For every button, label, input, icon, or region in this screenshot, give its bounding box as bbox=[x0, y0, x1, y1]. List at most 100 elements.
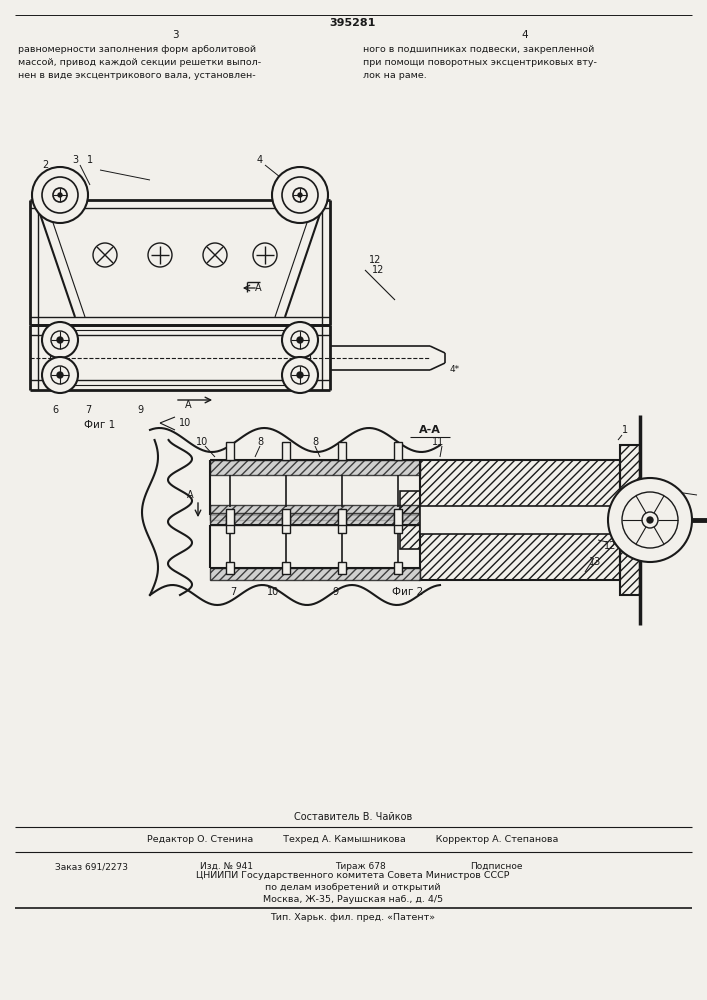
Text: 4*: 4* bbox=[450, 365, 460, 374]
Bar bbox=[420, 506, 620, 534]
Bar bbox=[420, 528, 620, 580]
Text: 7: 7 bbox=[230, 587, 236, 597]
Circle shape bbox=[51, 366, 69, 384]
Text: нен в виде эксцентрикового вала, установлен-: нен в виде эксцентрикового вала, установ… bbox=[18, 71, 256, 80]
Circle shape bbox=[272, 167, 328, 223]
Text: Москва, Ж-35, Раушская наб., д. 4/5: Москва, Ж-35, Раушская наб., д. 4/5 bbox=[263, 894, 443, 904]
Text: Фиг 1: Фиг 1 bbox=[84, 420, 116, 430]
Bar bbox=[338, 509, 346, 525]
Circle shape bbox=[42, 357, 78, 393]
Text: 10: 10 bbox=[196, 437, 208, 447]
Text: 1: 1 bbox=[87, 155, 93, 165]
Bar bbox=[394, 442, 402, 460]
Bar bbox=[210, 568, 420, 580]
Bar bbox=[400, 491, 420, 549]
Text: лок на раме.: лок на раме. bbox=[363, 71, 427, 80]
Text: 10: 10 bbox=[179, 418, 191, 428]
Text: 10: 10 bbox=[267, 587, 279, 597]
Text: 9: 9 bbox=[332, 587, 338, 597]
Bar bbox=[394, 509, 402, 525]
Bar bbox=[282, 509, 290, 525]
Bar bbox=[420, 460, 620, 512]
Circle shape bbox=[203, 243, 227, 267]
Bar bbox=[226, 515, 234, 533]
Circle shape bbox=[32, 167, 88, 223]
Circle shape bbox=[51, 331, 69, 349]
Circle shape bbox=[297, 337, 303, 343]
Text: 4: 4 bbox=[257, 155, 263, 165]
Text: по делам изобретений и открытий: по делам изобретений и открытий bbox=[265, 882, 440, 892]
Text: Заказ 691/2273: Заказ 691/2273 bbox=[55, 862, 128, 871]
Bar bbox=[394, 515, 402, 533]
Circle shape bbox=[253, 243, 277, 267]
Circle shape bbox=[42, 177, 78, 213]
Text: Редактор О. Стенина          Техред А. Камышникова          Корректор А. Степано: Редактор О. Стенина Техред А. Камышников… bbox=[147, 836, 559, 844]
Circle shape bbox=[148, 243, 172, 267]
Text: Составитель В. Чайков: Составитель В. Чайков bbox=[294, 812, 412, 822]
Text: 1: 1 bbox=[622, 425, 628, 435]
Text: ного в подшипниках подвески, закрепленной: ного в подшипниках подвески, закрепленно… bbox=[363, 45, 595, 54]
Bar bbox=[226, 442, 234, 460]
Bar bbox=[210, 513, 420, 525]
Circle shape bbox=[42, 322, 78, 358]
Text: 3: 3 bbox=[72, 155, 78, 165]
Text: Фиг 2: Фиг 2 bbox=[392, 587, 423, 597]
Text: 7: 7 bbox=[85, 405, 91, 415]
Bar bbox=[620, 445, 640, 595]
Circle shape bbox=[291, 331, 309, 349]
Bar bbox=[282, 515, 290, 533]
Text: 4: 4 bbox=[522, 30, 528, 40]
Circle shape bbox=[57, 337, 63, 343]
Circle shape bbox=[293, 188, 307, 202]
Circle shape bbox=[58, 193, 62, 197]
Text: A: A bbox=[187, 490, 193, 500]
Bar bbox=[210, 460, 420, 475]
Text: 12: 12 bbox=[372, 265, 384, 275]
Text: A: A bbox=[185, 400, 192, 410]
Circle shape bbox=[647, 517, 653, 523]
Text: равномерности заполнения форм арболитовой: равномерности заполнения форм арболитово… bbox=[18, 45, 256, 54]
Text: A: A bbox=[255, 283, 262, 293]
Bar bbox=[282, 562, 290, 574]
Text: Тираж 678: Тираж 678 bbox=[335, 862, 386, 871]
Text: 8: 8 bbox=[257, 437, 263, 447]
Bar bbox=[282, 442, 290, 460]
Bar bbox=[338, 442, 346, 460]
Text: 11: 11 bbox=[662, 483, 674, 493]
Bar bbox=[338, 515, 346, 533]
Text: массой, привод каждой секции решетки выпол-: массой, привод каждой секции решетки вып… bbox=[18, 58, 261, 67]
Text: Изд. № 941: Изд. № 941 bbox=[200, 862, 253, 871]
Bar bbox=[394, 562, 402, 574]
Circle shape bbox=[642, 512, 658, 528]
Text: 12: 12 bbox=[604, 541, 617, 551]
Circle shape bbox=[608, 478, 692, 562]
Circle shape bbox=[53, 188, 67, 202]
Text: 2: 2 bbox=[42, 160, 48, 170]
Text: 3: 3 bbox=[172, 30, 178, 40]
Text: А-А: А-А bbox=[419, 425, 441, 435]
Text: 6: 6 bbox=[52, 405, 58, 415]
Circle shape bbox=[282, 322, 318, 358]
Bar bbox=[226, 562, 234, 574]
Circle shape bbox=[282, 177, 318, 213]
Text: 395281: 395281 bbox=[329, 18, 376, 28]
Circle shape bbox=[291, 366, 309, 384]
Text: 8: 8 bbox=[312, 437, 318, 447]
Text: 12: 12 bbox=[369, 255, 381, 265]
Text: 9: 9 bbox=[137, 405, 143, 415]
Text: при помощи поворотных эксцентриковых вту-: при помощи поворотных эксцентриковых вту… bbox=[363, 58, 597, 67]
Circle shape bbox=[93, 243, 117, 267]
Text: Подписное: Подписное bbox=[470, 862, 522, 871]
Bar bbox=[226, 509, 234, 525]
Text: Тип. Харьк. фил. пред. «Патент»: Тип. Харьк. фил. пред. «Патент» bbox=[271, 914, 436, 922]
Circle shape bbox=[298, 193, 302, 197]
Circle shape bbox=[282, 357, 318, 393]
Text: 13: 13 bbox=[589, 557, 601, 567]
Circle shape bbox=[57, 372, 63, 378]
Circle shape bbox=[297, 372, 303, 378]
Circle shape bbox=[622, 492, 678, 548]
Text: 11: 11 bbox=[432, 437, 444, 447]
Bar bbox=[210, 505, 420, 520]
Text: ЦНИИПИ Государственного комитета Совета Министров СССР: ЦНИИПИ Государственного комитета Совета … bbox=[197, 870, 510, 880]
Bar bbox=[338, 562, 346, 574]
